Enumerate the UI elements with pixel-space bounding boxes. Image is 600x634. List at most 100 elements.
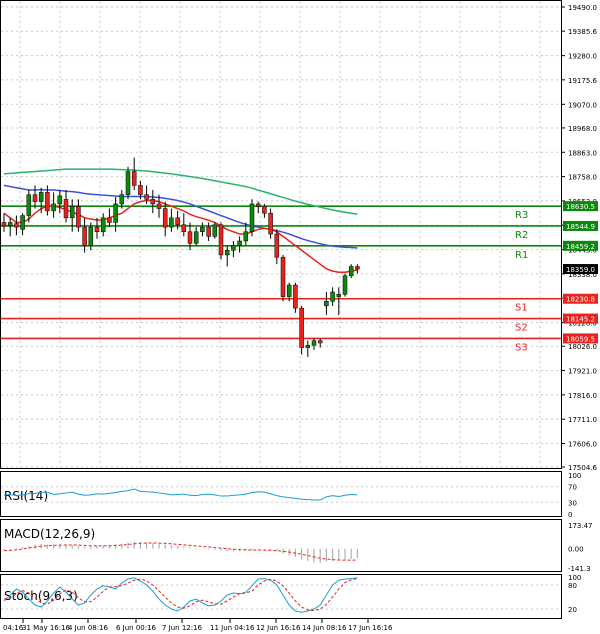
- candle: [317, 338, 323, 348]
- candle-body: [342, 275, 348, 295]
- current-price-tag: [563, 264, 598, 275]
- candle-body: [206, 226, 211, 237]
- candle-body: [82, 226, 87, 246]
- macd-title: MACD(12,26,9): [4, 527, 95, 541]
- candle-body: [45, 192, 50, 212]
- level-name-r2: R2: [515, 230, 528, 241]
- macd-tick-label: 173.47: [568, 522, 593, 530]
- candle: [82, 217, 87, 253]
- candle: [336, 287, 342, 316]
- candle: [94, 217, 100, 239]
- candle-body: [255, 203, 261, 207]
- candle: [107, 208, 112, 228]
- candle-body: [324, 300, 329, 307]
- candle: [63, 190, 69, 223]
- candle-body: [181, 224, 187, 232]
- candle-body: [131, 171, 137, 186]
- macd-series: 173.47 0.00 -141.3: [3, 522, 593, 573]
- rsi-series: 100 70 30 0: [1, 472, 581, 519]
- candle: [26, 190, 32, 223]
- candle-body: [169, 217, 174, 228]
- macd-tick-label: -141.3: [568, 565, 591, 573]
- candle: [88, 222, 94, 251]
- ma-slow-line: [3, 168, 358, 215]
- price-tick-label: 17816.0: [568, 392, 597, 400]
- candle: [237, 236, 242, 253]
- level-name-s2: S2: [515, 323, 528, 334]
- candle-body: [38, 192, 44, 202]
- level-name-r3: R3: [515, 210, 528, 221]
- ma-mid-line: [3, 184, 358, 249]
- candle-body: [336, 294, 342, 297]
- candle: [181, 213, 187, 237]
- candle-body: [150, 199, 156, 205]
- candle: [144, 185, 149, 204]
- level-price-tag-s3: [563, 333, 598, 344]
- price-tick-label: 18026.0: [568, 343, 597, 351]
- candle: [330, 287, 335, 306]
- candle-body: [224, 250, 230, 256]
- stoch-title: Stoch(9,6,3): [4, 589, 78, 603]
- rsi-title: RSI(14): [4, 489, 48, 503]
- candle-body: [113, 203, 118, 223]
- candle: [187, 222, 193, 251]
- candle-body: [32, 194, 38, 202]
- candle-body: [57, 195, 63, 205]
- price-tick-label: 19280.0: [568, 53, 597, 61]
- time-tick-label: 4 Jun 08:16: [68, 624, 109, 632]
- level-price-label-s3: 18059.5: [566, 335, 595, 343]
- candle-body: [63, 199, 69, 219]
- level-price-tag-s1: [563, 293, 598, 304]
- candle-body: [243, 231, 249, 242]
- candle: [32, 185, 38, 209]
- candle: [231, 241, 236, 258]
- candle-body: [119, 194, 125, 205]
- current-price-label: 18359.0: [566, 266, 595, 274]
- candle: [156, 194, 162, 218]
- time-tick-label: 04:16: [3, 624, 24, 632]
- candle-body: [317, 340, 323, 344]
- time-tick-label: 12 Jun 16:16: [256, 624, 301, 632]
- level-price-tag-r1: [563, 240, 598, 251]
- candle-body: [330, 291, 335, 302]
- candle-body: [299, 307, 304, 348]
- stoch-panel-frame: [0, 574, 562, 619]
- rsi-line: [3, 488, 358, 501]
- candle-body: [7, 222, 13, 227]
- candle: [249, 199, 255, 237]
- time-tick-label: 17 Jun 16:16: [348, 624, 393, 632]
- main-price-panel: 19490.0 19385.6 19280.0 19175.6 19070.0 18968…: [0, 0, 598, 472]
- price-tick-label: 18338.0: [568, 271, 597, 279]
- moving-averages: [3, 168, 358, 274]
- candle-body: [305, 345, 311, 348]
- candle: [355, 264, 360, 274]
- candle: [169, 208, 174, 232]
- candle: [1, 213, 7, 232]
- rsi-tick-label: 100: [568, 472, 581, 480]
- candle-body: [237, 240, 242, 246]
- rsi-panel-frame: [0, 471, 562, 517]
- current-price-marker: 18359.0: [563, 264, 598, 275]
- candle: [119, 190, 125, 209]
- candle-body: [162, 208, 168, 228]
- level-price-label-r2: 18544.9: [566, 223, 595, 231]
- level-price-label-s1: 18230.8: [566, 296, 595, 304]
- time-tick-label: 14 Jun 08:16: [302, 624, 347, 632]
- candle-body: [268, 212, 273, 235]
- price-tick-label: 19490.0: [568, 4, 597, 12]
- stoch-d-line: [3, 578, 358, 612]
- candle: [224, 245, 230, 267]
- rsi-tick-label: 0: [568, 511, 572, 519]
- time-tick-label: 7 Jun 12:16: [162, 624, 203, 632]
- macd-tick-label: 0.00: [568, 546, 584, 554]
- candle-body: [293, 284, 298, 309]
- candlesticks: [1, 157, 360, 357]
- candle: [299, 305, 304, 355]
- candle: [200, 222, 205, 237]
- candle: [38, 187, 44, 214]
- candle: [69, 199, 75, 232]
